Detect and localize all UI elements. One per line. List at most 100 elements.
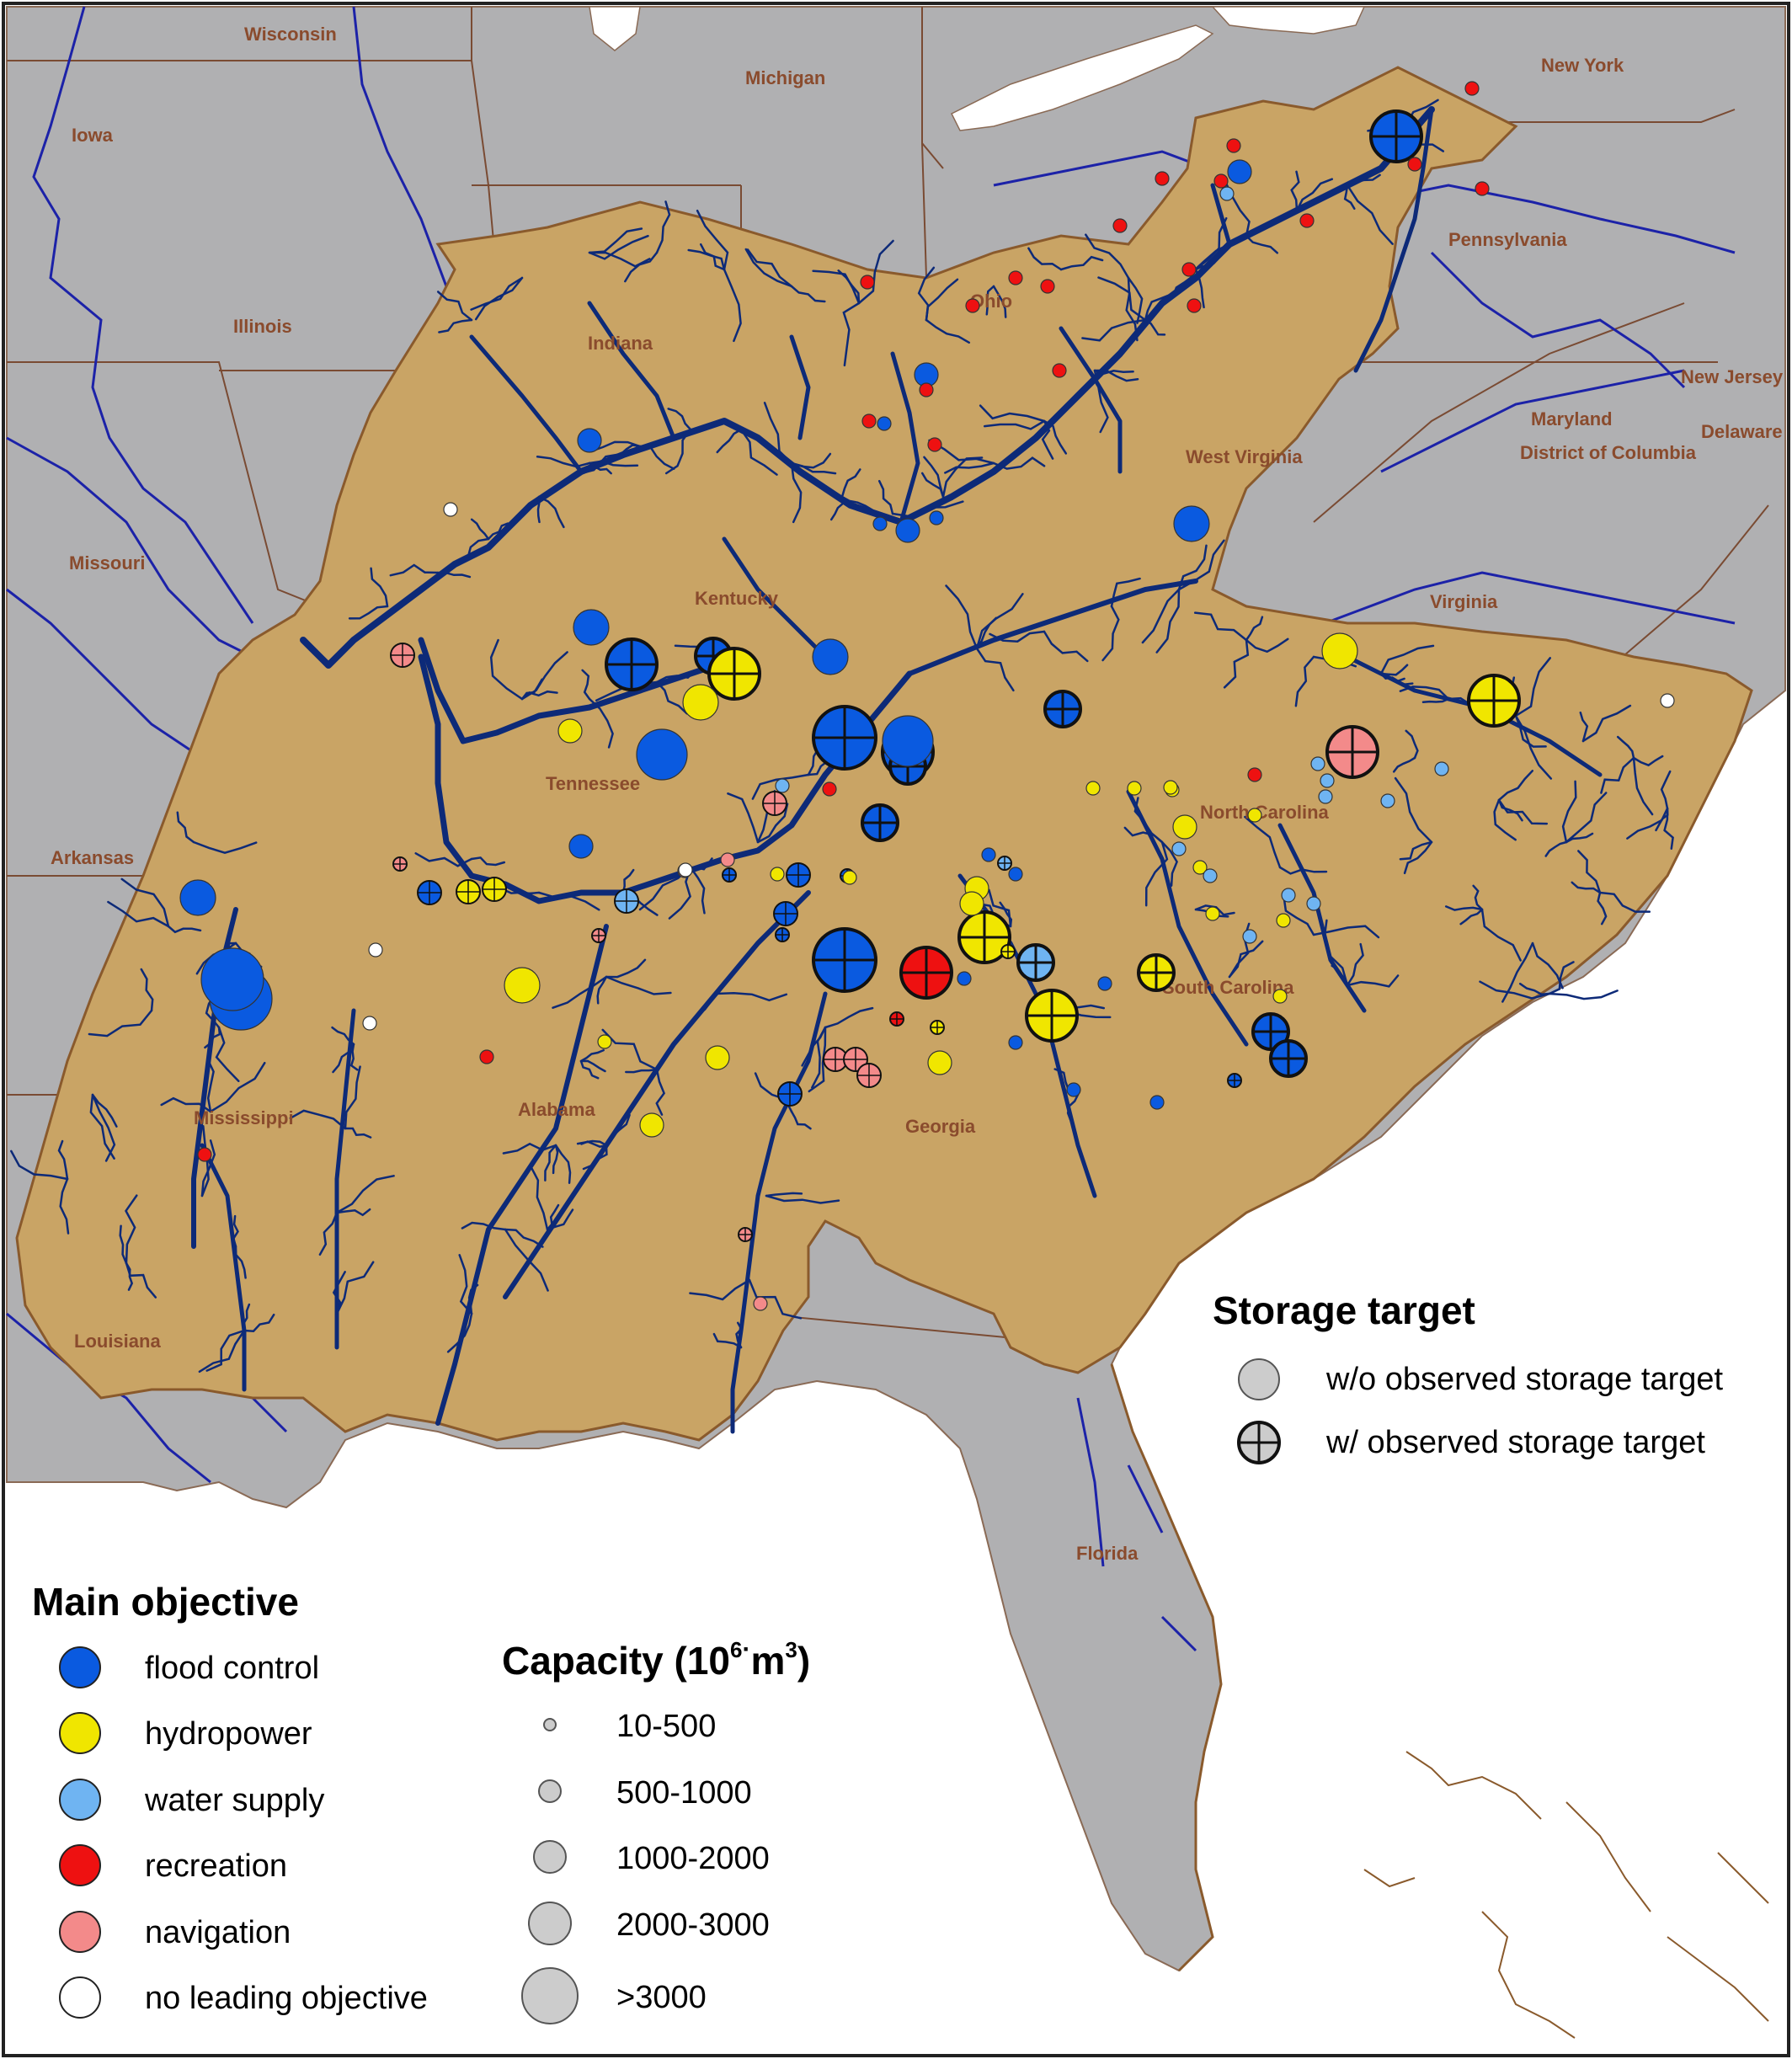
- reservoir-circle: [1112, 218, 1128, 233]
- tributary: [1346, 942, 1364, 987]
- reservoir-marker: [1467, 674, 1521, 728]
- reservoir-marker: [577, 428, 602, 453]
- tributary: [370, 567, 389, 608]
- tributary: [467, 1283, 479, 1315]
- reservoir-marker: [591, 928, 606, 943]
- reservoir-marker: [1276, 913, 1291, 928]
- tributary: [1245, 637, 1289, 653]
- reservoir-circle: [197, 1147, 212, 1162]
- reservoir-circle: [1052, 363, 1067, 378]
- tributary: [1444, 905, 1484, 911]
- tributary: [88, 1009, 153, 1038]
- tributary: [1379, 644, 1435, 675]
- reservoir-marker: [895, 518, 920, 543]
- tributary: [877, 479, 894, 515]
- reservoir-circle: [1272, 989, 1288, 1004]
- tributary: [289, 1109, 347, 1130]
- tributary: [1346, 974, 1400, 988]
- tributary: [605, 975, 672, 995]
- reservoir-circle: [1281, 888, 1296, 903]
- legend-capacity-marker-2: [538, 1779, 562, 1803]
- tributary: [992, 285, 1007, 318]
- reservoir-marker: [368, 942, 383, 957]
- reservoir-marker: [1052, 363, 1067, 378]
- reservoir-marker: [882, 715, 934, 767]
- reservoir-circle: [639, 1112, 664, 1138]
- reservoir-marker: [877, 416, 892, 431]
- tributary: [1405, 729, 1419, 760]
- state-label-iowa: Iowa: [72, 125, 114, 146]
- tributary: [1531, 941, 1564, 989]
- tributary: [200, 1139, 216, 1198]
- reservoir-circle: [1475, 181, 1490, 196]
- tributary: [243, 1313, 275, 1332]
- reservoir-marker: [1299, 213, 1315, 228]
- reservoir-marker: [597, 1034, 612, 1049]
- tributary: [1399, 840, 1433, 861]
- reservoir-circle: [1299, 213, 1315, 228]
- legend-capacity-marker-5: [521, 1967, 579, 2024]
- tributary: [891, 500, 964, 518]
- legend-objective-marker-recreation: [59, 1844, 101, 1886]
- tributary: [335, 1261, 375, 1315]
- tributary: [1346, 184, 1394, 245]
- reservoir-marker: [605, 637, 659, 691]
- tributary: [1194, 268, 1205, 309]
- tributary: [176, 811, 195, 844]
- tributary: [1323, 919, 1349, 987]
- legend-capacity-label-2: 500-1000: [616, 1775, 752, 1811]
- tributary: [1144, 840, 1169, 907]
- legend-objective-marker-flood-control: [59, 1646, 101, 1688]
- reservoir-marker: [636, 728, 688, 781]
- tributary: [1093, 369, 1109, 434]
- legend-capacity-label-1: 10-500: [616, 1709, 716, 1744]
- reservoir-circle: [479, 1049, 494, 1064]
- tributary: [1571, 881, 1602, 894]
- tributary: [470, 276, 524, 311]
- tributary: [1514, 714, 1547, 748]
- reservoir-marker: [823, 1047, 848, 1072]
- tributary: [344, 1127, 372, 1139]
- tributary: [1041, 419, 1054, 460]
- tributary: [575, 445, 642, 476]
- tributary: [1127, 276, 1144, 324]
- reservoir-marker: [705, 1045, 730, 1070]
- legend-objective-marker-navigation: [59, 1911, 101, 1953]
- legend-capacity: Capacity (106·m3) 10-500 500-1000 1000-2…: [502, 1635, 810, 2024]
- lake-michigan: [589, 6, 641, 51]
- reservoir-circle: [1226, 138, 1241, 153]
- tributary: [198, 1329, 246, 1374]
- reservoir-circle: [1247, 767, 1262, 782]
- tributary: [655, 1068, 666, 1116]
- tributary: [140, 968, 154, 1012]
- tributary: [1283, 897, 1315, 936]
- tributary: [655, 669, 697, 684]
- tributary: [1579, 711, 1589, 743]
- reservoir-circle: [1155, 171, 1170, 186]
- reservoir-circle: [1066, 1082, 1081, 1097]
- tributary: [1565, 792, 1608, 844]
- tributary: [436, 571, 472, 579]
- reservoir-marker: [957, 971, 972, 986]
- reservoir-circle: [1097, 976, 1112, 991]
- legend-objective-marker-hydropower: [59, 1712, 101, 1754]
- reservoir-circle: [200, 947, 264, 1011]
- reservoir-circle: [981, 847, 996, 862]
- tributary: [588, 461, 612, 475]
- tributary: [232, 1214, 239, 1248]
- reservoir-marker: [482, 877, 507, 902]
- tributary: [537, 891, 600, 911]
- reservoir-circle: [822, 781, 837, 797]
- tributary: [824, 1006, 874, 1029]
- reservoir-circle: [1310, 756, 1325, 771]
- reservoir-marker: [981, 847, 996, 862]
- tributary: [751, 773, 810, 800]
- state-label-west-virginia: West Virginia: [1186, 446, 1303, 467]
- reservoir-marker: [200, 947, 264, 1011]
- reservoir-marker: [479, 1049, 494, 1064]
- tributary: [1493, 798, 1517, 841]
- tributary: [1632, 755, 1664, 767]
- reservoir-circle: [872, 516, 888, 531]
- reservoir-circle: [1318, 789, 1333, 804]
